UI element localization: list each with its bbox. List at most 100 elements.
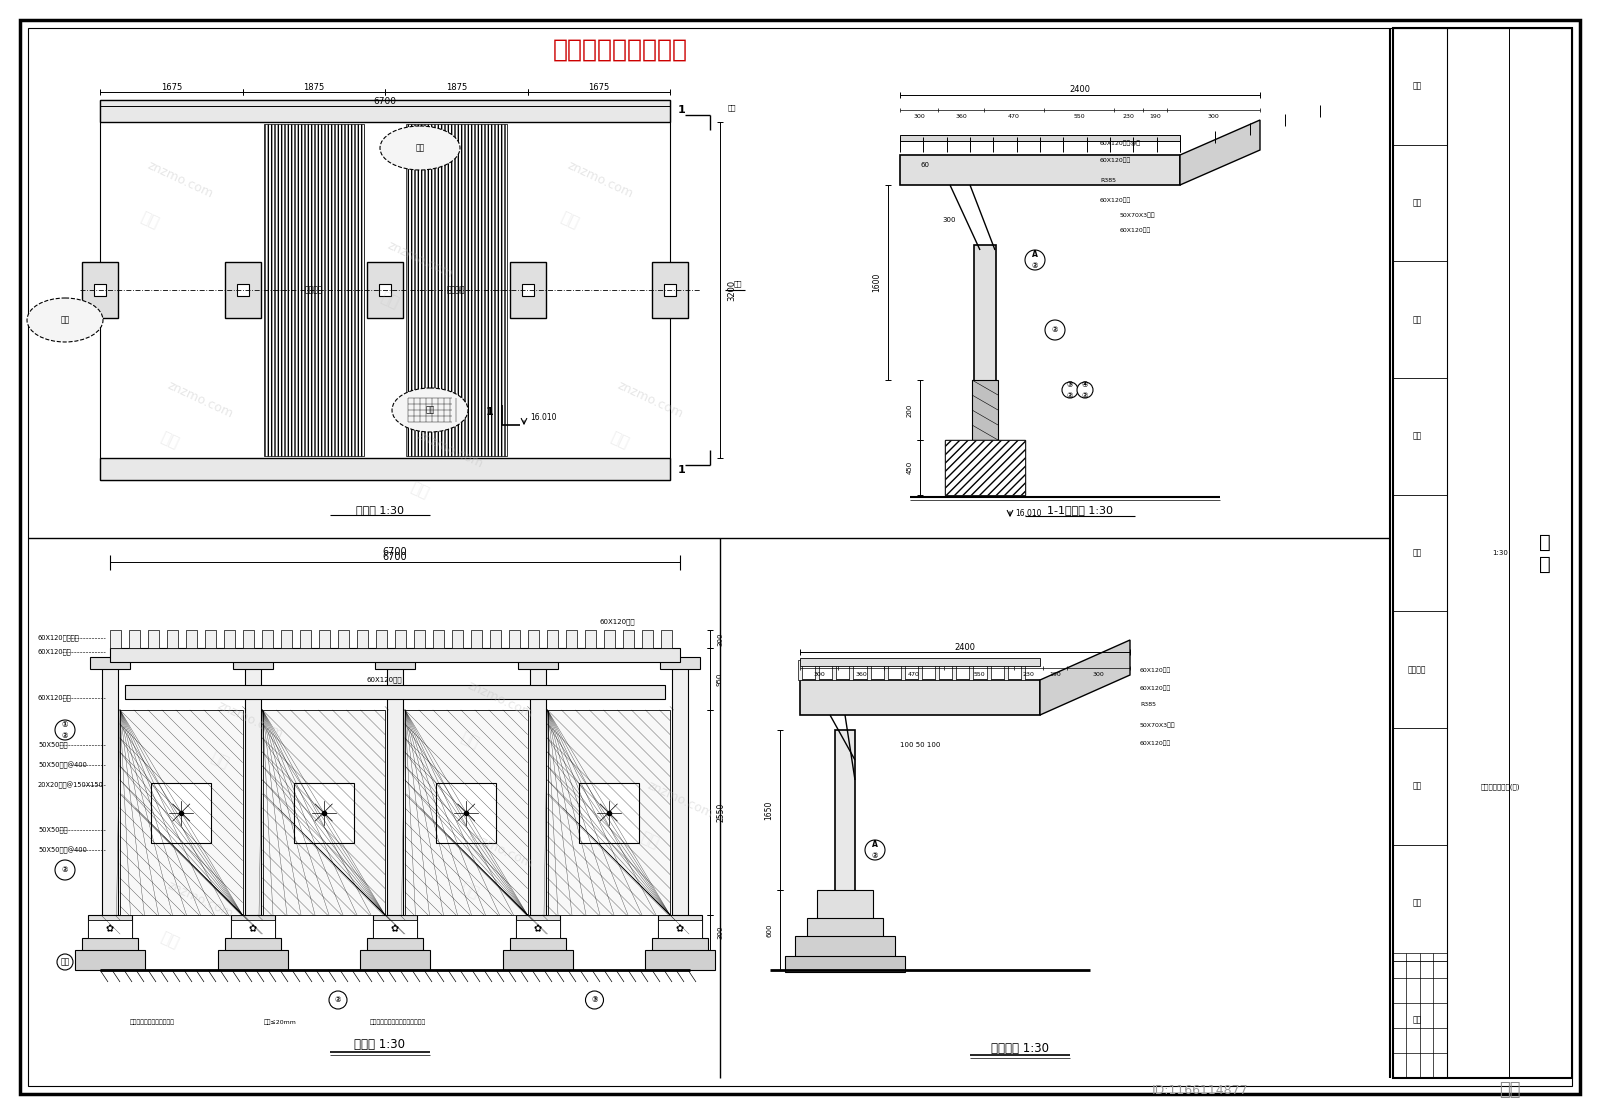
Bar: [88, 915, 131, 940]
Text: 60X120木荷廊架: 60X120木荷廊架: [38, 635, 80, 642]
Text: 审核: 审核: [1413, 81, 1422, 91]
Text: R385: R385: [1139, 703, 1155, 707]
Text: 图号: 图号: [1413, 899, 1422, 908]
Bar: [490, 631, 501, 648]
Bar: [360, 950, 430, 970]
Text: 金属黄氧化固表面喷漆处理: 金属黄氧化固表面喷漆处理: [130, 1019, 174, 1025]
Bar: [102, 665, 118, 940]
Bar: [901, 659, 906, 680]
Text: 6700: 6700: [382, 547, 408, 557]
Circle shape: [1062, 382, 1078, 398]
Text: 知末: 知末: [408, 479, 432, 500]
Text: 50X50木条: 50X50木条: [38, 827, 67, 833]
Bar: [672, 665, 688, 940]
Text: 1: 1: [678, 105, 686, 115]
Bar: [294, 782, 354, 842]
Text: 60X120方管: 60X120方管: [38, 648, 72, 655]
Bar: [970, 659, 973, 680]
Text: 190: 190: [1149, 115, 1162, 119]
Text: A
②: A ②: [872, 840, 878, 860]
Bar: [152, 782, 211, 842]
Text: 2400: 2400: [955, 643, 976, 652]
Bar: [224, 631, 235, 648]
Text: 16.010: 16.010: [1014, 508, 1042, 518]
Bar: [264, 124, 365, 456]
Text: 60: 60: [920, 162, 930, 168]
Bar: [946, 440, 1026, 495]
Text: ①
②: ① ②: [62, 721, 69, 740]
Bar: [205, 631, 216, 648]
Bar: [502, 950, 573, 970]
Text: 230: 230: [1022, 673, 1035, 677]
Bar: [125, 685, 666, 698]
Text: znzmo.com: znzmo.com: [214, 700, 285, 741]
Bar: [835, 730, 854, 920]
Text: 6700: 6700: [373, 97, 397, 106]
Text: 平面图 1:30: 平面图 1:30: [355, 505, 403, 515]
Bar: [318, 631, 330, 648]
Bar: [658, 915, 702, 940]
Text: R385: R385: [1101, 177, 1117, 183]
Bar: [99, 100, 670, 480]
Bar: [99, 100, 670, 123]
Bar: [147, 631, 160, 648]
Bar: [883, 659, 888, 680]
Text: 页次: 页次: [1413, 1015, 1422, 1024]
Text: 300: 300: [914, 115, 925, 119]
Ellipse shape: [27, 299, 102, 342]
Bar: [338, 631, 349, 648]
Text: 单臂木制廊架施工图: 单臂木制廊架施工图: [552, 38, 688, 62]
Circle shape: [330, 991, 347, 1009]
Circle shape: [54, 720, 75, 740]
Text: 60X120方管: 60X120方管: [1101, 157, 1131, 163]
Text: 300: 300: [717, 633, 723, 646]
Bar: [218, 950, 288, 970]
Text: 金属黄氧化固表面防锈白水面喷漆: 金属黄氧化固表面防锈白水面喷漆: [370, 1019, 426, 1025]
Text: 廊
架: 廊 架: [1539, 532, 1550, 574]
Text: 1-1剖面图 1:30: 1-1剖面图 1:30: [1046, 505, 1114, 515]
Bar: [522, 284, 533, 296]
Circle shape: [1026, 250, 1045, 270]
Bar: [899, 155, 1181, 185]
Bar: [530, 665, 546, 940]
Bar: [282, 631, 293, 648]
Text: 360: 360: [854, 673, 867, 677]
Bar: [1394, 28, 1571, 1078]
Text: 石墨: 石墨: [61, 958, 70, 967]
Bar: [406, 124, 507, 456]
Text: znzmo.com: znzmo.com: [146, 159, 214, 201]
Text: 1875: 1875: [302, 82, 325, 91]
Bar: [586, 631, 597, 648]
Bar: [509, 938, 565, 952]
Text: 1: 1: [486, 407, 494, 417]
Bar: [786, 956, 906, 973]
Bar: [509, 262, 546, 317]
Circle shape: [586, 991, 603, 1009]
Bar: [395, 631, 406, 648]
Text: 1650: 1650: [765, 800, 773, 820]
Text: 日期: 日期: [1413, 432, 1422, 441]
Text: 16.010: 16.010: [530, 413, 557, 422]
Bar: [82, 938, 138, 952]
Text: 1675: 1675: [160, 82, 182, 91]
Bar: [899, 135, 1181, 141]
Bar: [237, 284, 248, 296]
Bar: [653, 938, 707, 952]
Text: 花池实景: 花池实景: [446, 285, 466, 294]
Text: ✿: ✿: [390, 924, 398, 934]
Text: 图名: 图名: [1413, 782, 1422, 791]
Text: 60X120方管: 60X120方管: [366, 676, 402, 683]
Bar: [470, 631, 483, 648]
Text: 230: 230: [1123, 115, 1134, 119]
Bar: [366, 262, 403, 317]
Text: znzmo.com: znzmo.com: [565, 159, 635, 201]
Text: 600: 600: [766, 924, 773, 937]
Bar: [90, 657, 130, 670]
Bar: [120, 710, 243, 915]
Text: 360: 360: [955, 115, 966, 119]
Bar: [974, 245, 995, 440]
Text: 比例: 比例: [1413, 548, 1422, 557]
Bar: [832, 659, 837, 680]
Text: znzmo.com: znzmo.com: [614, 379, 685, 421]
Bar: [515, 920, 560, 938]
